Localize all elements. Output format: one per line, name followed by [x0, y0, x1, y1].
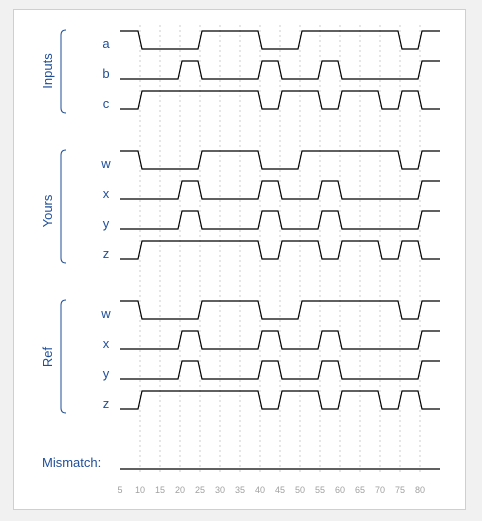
signal-label: x [103, 336, 110, 351]
group-label: Ref [40, 346, 55, 367]
time-tick-label: 55 [315, 485, 325, 495]
signal-label: x [103, 186, 110, 201]
time-tick-label: 25 [195, 485, 205, 495]
time-axis: 5 10 15 20 25 30 35 40 45 50 55 60 65 70 75 80 [117, 485, 425, 495]
time-tick-label: 10 [135, 485, 145, 495]
time-tick-label: 80 [415, 485, 425, 495]
signal-label: y [103, 366, 110, 381]
time-tick-label: 15 [155, 485, 165, 495]
mismatch-label: Mismatch: [42, 455, 101, 470]
signal-label: z [103, 396, 110, 411]
time-tick-label: 50 [295, 485, 305, 495]
time-tick-label: 30 [215, 485, 225, 495]
time-tick-label: 70 [375, 485, 385, 495]
signal-groups: Inputs Yours Ref [40, 30, 66, 413]
signal-label: w [100, 306, 111, 321]
signal-label: c [103, 96, 110, 111]
group-label: Yours [40, 194, 55, 227]
signal-label: a [102, 36, 110, 51]
time-tick-label: 35 [235, 485, 245, 495]
group-bracket [61, 150, 66, 263]
signal-label: y [103, 216, 110, 231]
signal-label: w [100, 156, 111, 171]
signal-label: b [102, 66, 109, 81]
group-bracket [61, 30, 66, 113]
time-tick-label: 65 [355, 485, 365, 495]
group-bracket [61, 300, 66, 413]
time-tick-label: 20 [175, 485, 185, 495]
time-tick-label: 5 [117, 485, 122, 495]
time-tick-label: 40 [255, 485, 265, 495]
time-tick-label: 45 [275, 485, 285, 495]
signal-label: z [103, 246, 110, 261]
mismatch-row: Mismatch: [42, 455, 440, 470]
time-tick-label: 75 [395, 485, 405, 495]
group-label: Inputs [40, 53, 55, 89]
time-tick-label: 60 [335, 485, 345, 495]
